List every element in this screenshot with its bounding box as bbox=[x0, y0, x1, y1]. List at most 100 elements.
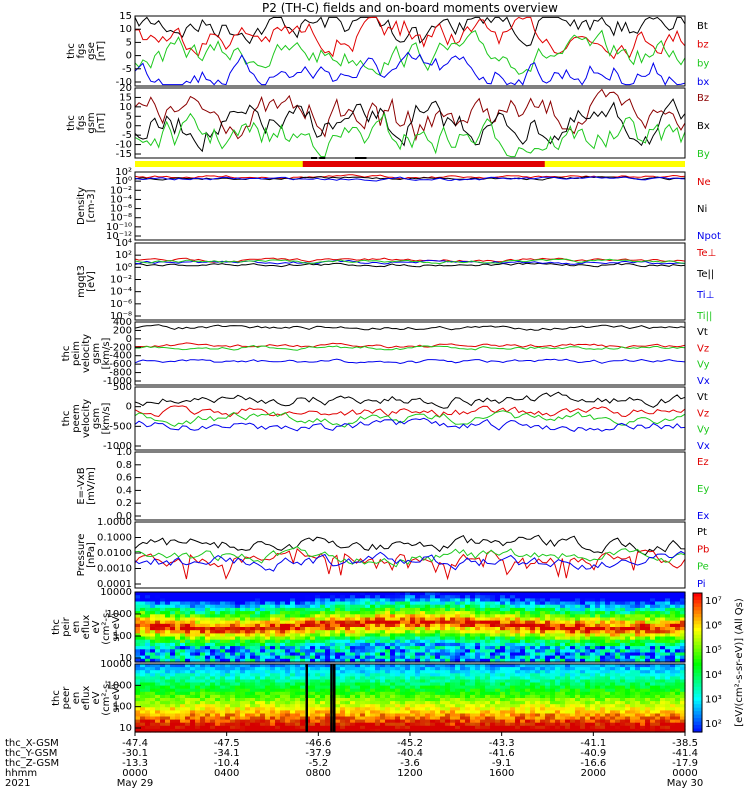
spectrogram-cell bbox=[290, 636, 296, 641]
y-tick-label: 15 bbox=[119, 11, 132, 22]
spectrogram-cell bbox=[265, 614, 271, 619]
spectrogram-cell bbox=[425, 655, 431, 660]
spectrogram-cell bbox=[340, 682, 346, 687]
spectrogram-cell bbox=[270, 701, 276, 705]
spectrogram-cell bbox=[610, 710, 616, 715]
spectrogram-cell bbox=[380, 636, 386, 641]
spectrogram-cell bbox=[655, 679, 661, 684]
spectrogram-cell bbox=[610, 658, 616, 663]
spectrogram-cell bbox=[620, 670, 626, 674]
spectrogram-cell bbox=[635, 676, 641, 681]
spectrogram-cell bbox=[525, 646, 531, 650]
spectrogram-cell bbox=[230, 664, 236, 668]
spectrogram-cell bbox=[295, 655, 301, 660]
spectrogram-cell bbox=[320, 710, 326, 715]
spectrogram-cell bbox=[280, 658, 286, 663]
spectrogram-cell bbox=[605, 701, 611, 705]
spectrogram-cell bbox=[195, 664, 201, 668]
spectrogram-cell bbox=[395, 604, 401, 609]
spectrogram-cell bbox=[235, 688, 241, 693]
spectrogram-cell bbox=[170, 607, 176, 612]
spectrogram-cell bbox=[640, 639, 646, 644]
spectrogram-cell bbox=[485, 649, 491, 654]
spectrogram-cell bbox=[590, 595, 596, 599]
spectrogram-cell bbox=[550, 685, 556, 690]
spectrogram-cell bbox=[410, 719, 416, 724]
spectrogram-cell bbox=[670, 685, 676, 690]
spectrogram-cell bbox=[650, 614, 656, 619]
spectrogram-cell bbox=[465, 623, 471, 628]
spectrogram-cell bbox=[425, 713, 431, 718]
spectrogram-cell bbox=[255, 623, 261, 628]
spectrogram-cell bbox=[485, 701, 491, 705]
spectrogram-cell bbox=[530, 673, 536, 677]
spectrogram-cell bbox=[600, 704, 606, 708]
spectrogram-cell bbox=[640, 722, 646, 727]
spectrogram-cell bbox=[655, 698, 661, 702]
spectrogram-cell bbox=[605, 722, 611, 727]
spectrogram-cell bbox=[610, 639, 616, 644]
spectrogram-cell bbox=[655, 595, 661, 599]
spectrogram-cell bbox=[250, 670, 256, 674]
spectrogram-cell bbox=[260, 617, 266, 622]
spectrogram-cell bbox=[405, 658, 411, 663]
spectrogram-cell bbox=[405, 601, 411, 606]
spectrogram-cell bbox=[205, 716, 211, 721]
spectrogram-cell bbox=[605, 595, 611, 599]
spectrogram-cell bbox=[590, 655, 596, 660]
spectrogram-cell bbox=[675, 652, 681, 657]
spectrogram-cell bbox=[235, 710, 241, 715]
spectrogram-cell bbox=[295, 719, 301, 724]
spectrogram-cell bbox=[375, 598, 381, 603]
spectrogram-cell bbox=[560, 701, 566, 705]
spectrogram-cell bbox=[605, 664, 611, 668]
spectrogram-cell bbox=[575, 722, 581, 727]
spectrogram-cell bbox=[580, 620, 586, 625]
spectrogram-cell bbox=[205, 710, 211, 715]
spectrogram-cell bbox=[410, 649, 416, 654]
spectrogram-cell bbox=[350, 611, 356, 615]
spectrogram-cell bbox=[235, 667, 241, 671]
spectrogram-cell bbox=[190, 691, 196, 696]
legend-entry: Ti|| bbox=[696, 311, 712, 322]
spectrogram-cell bbox=[540, 701, 546, 705]
spectrogram-cell bbox=[675, 667, 681, 671]
spectrogram-cell bbox=[595, 636, 601, 641]
spectrogram-cell bbox=[315, 652, 321, 657]
spectrogram-cell bbox=[615, 598, 621, 603]
spectrogram-cell bbox=[605, 633, 611, 638]
spectrogram-cell bbox=[275, 667, 281, 671]
spectrogram-cell bbox=[655, 688, 661, 693]
spectrogram-cell bbox=[355, 679, 361, 684]
spectrogram-cell bbox=[325, 722, 331, 727]
spectrogram-cell bbox=[220, 722, 226, 727]
spectrogram-cell bbox=[215, 713, 221, 718]
spectrogram-cell bbox=[245, 598, 251, 603]
spectrogram-cell bbox=[250, 639, 256, 644]
spectrogram-cell bbox=[455, 627, 461, 631]
spectrogram-cell bbox=[560, 598, 566, 603]
spectrogram-cell bbox=[380, 655, 386, 660]
spectrogram-cell bbox=[565, 719, 571, 724]
spectrogram-cell bbox=[215, 630, 221, 634]
spectrogram-cell bbox=[570, 617, 576, 622]
spectrogram-cell bbox=[230, 633, 236, 638]
spectrogram-cell bbox=[465, 595, 471, 599]
spectrogram-cell bbox=[285, 623, 291, 628]
spectrogram-cell bbox=[455, 652, 461, 657]
spectrogram-cell bbox=[350, 713, 356, 718]
spectrogram-cell bbox=[360, 623, 366, 628]
series-line-vx bbox=[134, 417, 686, 432]
spectrogram-cell bbox=[635, 614, 641, 619]
spectrogram-cell bbox=[490, 673, 496, 677]
spectrogram-cell bbox=[220, 623, 226, 628]
spectrogram-cell bbox=[640, 598, 646, 603]
spectrogram-cell bbox=[340, 642, 346, 647]
spectrogram-cell bbox=[360, 682, 366, 687]
spectrogram-cell bbox=[565, 598, 571, 603]
spectrogram-cell bbox=[490, 623, 496, 628]
spectrogram-cell bbox=[215, 701, 221, 705]
spectrogram-cell bbox=[445, 676, 451, 681]
spectrogram-cell bbox=[455, 698, 461, 702]
spectrogram-cell bbox=[270, 679, 276, 684]
